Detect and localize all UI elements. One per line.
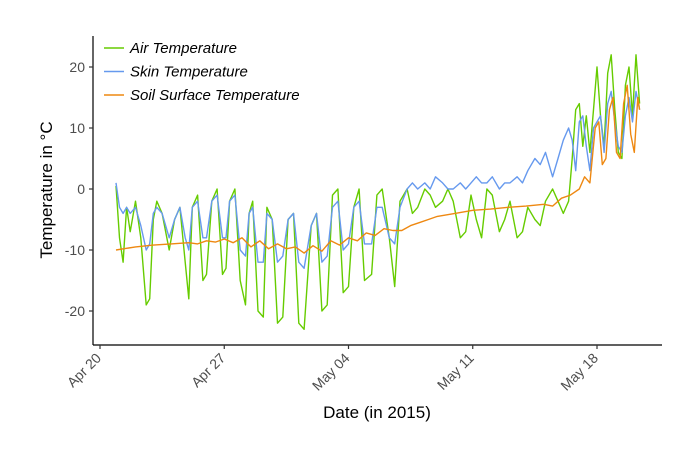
legend-label-soil-surface-temperature: Soil Surface Temperature: [130, 87, 300, 104]
y-tick-label: -20: [65, 303, 85, 319]
x-tick-label: May 11: [434, 350, 477, 393]
y-tick-label: 0: [77, 181, 85, 197]
plot-axes: [92, 36, 662, 346]
series-line-soil-surface-temperature: [115, 84, 641, 254]
series-line-air-temperature: [115, 54, 641, 330]
y-tick-label: -10: [65, 242, 85, 258]
x-tick-label: Apr 20: [64, 350, 105, 391]
series-layer: [115, 54, 641, 330]
x-axis-title: Date (in 2015): [323, 403, 431, 422]
x-tick-label: Apr 27: [188, 350, 229, 391]
legend-label-air-temperature: Air Temperature: [129, 40, 237, 57]
y-axis-title: Temperature in °C: [37, 121, 56, 258]
y-tick-label: 10: [69, 120, 85, 136]
y-tick-label: 20: [69, 59, 85, 75]
series-line-skin-temperature: [115, 90, 641, 269]
x-tick-label: May 04: [309, 350, 353, 394]
x-tick-label: May 18: [557, 350, 601, 394]
x-ticks: Apr 20 Apr 27 May 04 May 11 May 18: [64, 345, 601, 394]
legend: Air Temperature Skin Temperature Soil Surf…: [104, 40, 300, 104]
legend-label-skin-temperature: Skin Temperature: [130, 64, 248, 81]
y-ticks: -20 -10 0 10 20: [65, 59, 93, 319]
